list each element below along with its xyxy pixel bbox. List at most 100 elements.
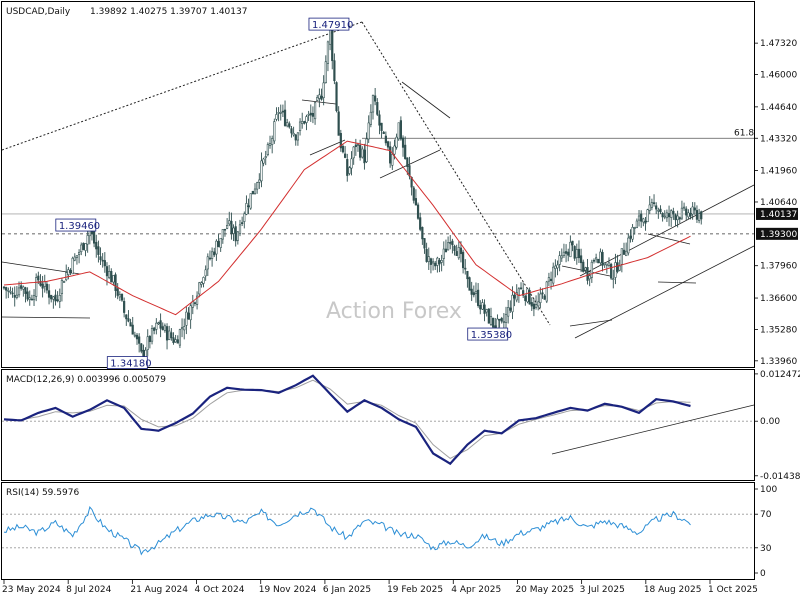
candle-body — [700, 211, 703, 220]
candle-body — [455, 251, 458, 256]
candle-body — [356, 144, 360, 146]
candle-body — [335, 82, 338, 112]
candle-body — [163, 325, 167, 331]
long-dotted-trendline — [1, 21, 363, 151]
candle-body — [633, 227, 636, 229]
candle-body — [120, 293, 124, 301]
candle-body — [95, 241, 98, 250]
candle-body — [221, 229, 224, 240]
candle-body — [105, 266, 109, 277]
candle-body — [138, 336, 141, 344]
price-y-tick-label: 1.36600 — [760, 294, 797, 304]
candle-body — [193, 302, 197, 304]
candle-body — [562, 251, 566, 256]
x-tick-label: 6 Jan 2025 — [323, 585, 371, 595]
candle-body — [174, 339, 177, 343]
candle-body — [489, 316, 493, 325]
candle-body — [676, 215, 679, 221]
flag2-upper — [647, 233, 691, 245]
candle-body — [60, 279, 64, 294]
candle-body — [672, 210, 675, 215]
price-pane-frame — [1, 1, 755, 368]
candle-body — [687, 212, 690, 218]
candle-body — [112, 275, 115, 283]
price-y-tick-label: 1.44640 — [760, 103, 797, 113]
candle-body — [365, 138, 368, 163]
candle-body — [399, 120, 402, 140]
price-annotations: 1.47910 1.39460 1.34180 1.35380 — [55, 17, 512, 370]
candle-body — [427, 256, 430, 262]
candle-body — [54, 294, 57, 302]
candle-body — [603, 262, 606, 265]
candle-body — [622, 249, 626, 255]
candle-body — [680, 207, 684, 219]
candle-body — [537, 301, 540, 307]
candle-body — [459, 247, 463, 255]
candle-body — [344, 153, 347, 158]
rsi-pane-frame — [1, 482, 755, 580]
candle-body — [47, 290, 51, 298]
rsi-y-tick-label: 30 — [760, 544, 772, 554]
rsi-y-tick-label: 100 — [760, 485, 777, 495]
candle-body — [389, 146, 392, 164]
candle-body — [558, 255, 561, 265]
candle-body — [625, 250, 628, 257]
candle-body — [341, 145, 345, 153]
x-tick-label: 1 Oct 2025 — [708, 585, 758, 595]
ohlc-label: 1.39892 1.40275 1.39707 1.40137 — [90, 7, 247, 17]
candle-body — [453, 245, 456, 251]
candle-body — [371, 95, 375, 113]
candle-body — [359, 144, 362, 158]
candle-body — [290, 128, 293, 134]
candle-body — [125, 314, 128, 320]
macd-y-tick-label: 0.012472 — [760, 370, 800, 380]
candle-body — [354, 144, 357, 147]
candle-body — [404, 144, 407, 159]
candle-body — [352, 146, 355, 159]
candle-body — [13, 295, 16, 298]
candle-body — [434, 262, 437, 267]
macd-y-axis: 0.012472 0.00 -0.014389 — [754, 370, 800, 482]
macd-pane-frame — [1, 369, 755, 481]
candle-body — [178, 329, 182, 346]
candle-body — [481, 302, 484, 310]
candle-body — [275, 114, 278, 120]
annotation-label: 1.35380 — [471, 330, 512, 341]
candle-body — [155, 322, 158, 330]
candle-body — [28, 297, 31, 300]
candle-body — [665, 212, 669, 219]
candle-body — [610, 263, 613, 279]
x-tick-label: 8 Jul 2024 — [66, 585, 111, 595]
candle-body — [288, 123, 291, 128]
candle-body — [601, 252, 604, 266]
candle-body — [522, 290, 525, 296]
candle-body — [243, 213, 246, 222]
wedge-lower — [379, 149, 441, 179]
candle-body — [172, 337, 175, 344]
candle-body — [667, 213, 671, 218]
macd-y-tick-label: 0.00 — [760, 417, 780, 427]
candle-body — [245, 203, 248, 215]
candle-body — [530, 302, 533, 307]
candle-body — [599, 251, 602, 264]
triangle-upper-right — [561, 265, 611, 277]
candle-body — [228, 220, 231, 225]
level-price-tag — [756, 227, 798, 240]
candle-body — [279, 111, 282, 114]
candle-body — [543, 295, 546, 300]
annotation-box — [55, 218, 97, 232]
candle-body — [472, 292, 475, 296]
candle-body — [697, 213, 701, 221]
candle-body — [180, 327, 184, 330]
candle-body — [294, 134, 297, 141]
descending-dotted-trendline — [361, 21, 551, 326]
candle-body — [567, 251, 570, 256]
rsi-title: RSI(14) 59.5976 — [6, 488, 79, 498]
candle-body — [195, 295, 199, 305]
candle-body — [80, 244, 83, 253]
channel-upper-line — [579, 184, 755, 277]
candle-body — [511, 294, 514, 313]
candle-body — [444, 248, 448, 253]
candle-body — [333, 60, 336, 82]
